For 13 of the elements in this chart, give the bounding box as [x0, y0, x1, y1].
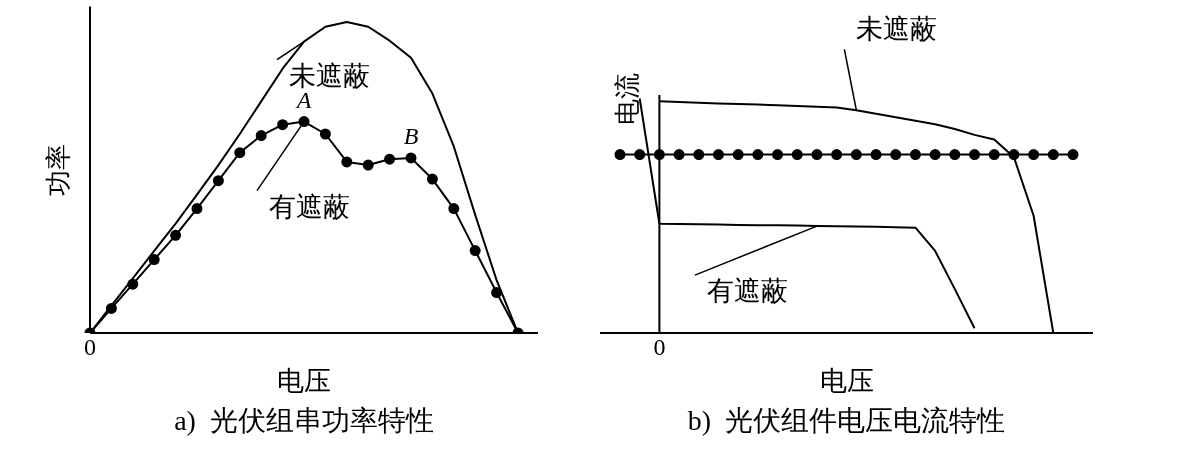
text: a) 光伏组串功率特性 — [174, 404, 434, 436]
x-axis-title: 电压 — [819, 366, 874, 397]
legend-label: 未遮蔽 — [289, 60, 370, 91]
text: 0 — [653, 334, 666, 361]
annotation: B — [403, 123, 419, 150]
x-axis-title: 电压 — [277, 366, 331, 397]
y-axis-title: 功率 — [43, 143, 73, 196]
y-axis-title: 电流 — [613, 73, 643, 125]
text: 未遮蔽 — [856, 14, 938, 45]
series-label: 有遮蔽 — [269, 191, 350, 222]
text: b) 光伏组件电压电流特性 — [687, 404, 1006, 436]
text: 0 — [84, 334, 96, 361]
legend-label: 有遮蔽 — [706, 276, 788, 307]
